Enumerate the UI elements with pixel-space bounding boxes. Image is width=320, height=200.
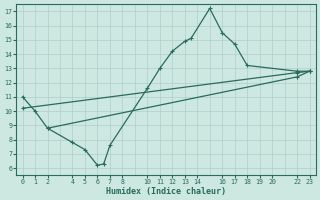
X-axis label: Humidex (Indice chaleur): Humidex (Indice chaleur) (106, 187, 226, 196)
